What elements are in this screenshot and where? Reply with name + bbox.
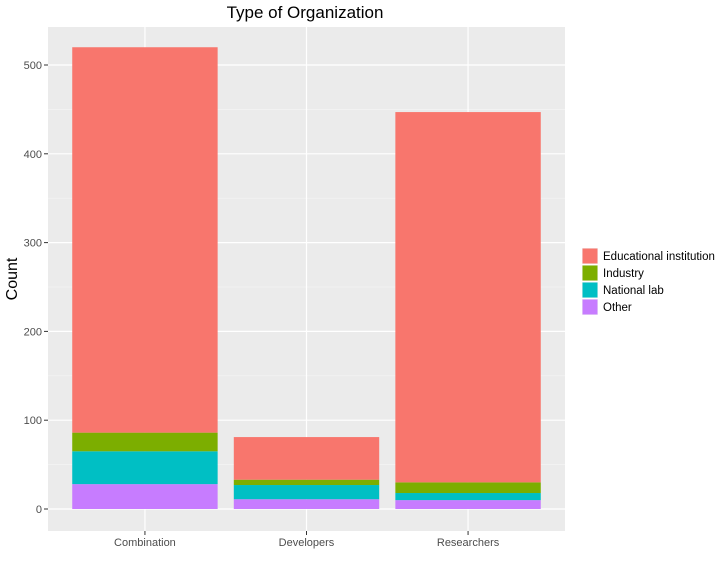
bar-segment (72, 484, 218, 509)
y-tick-label: 400 (24, 149, 42, 161)
bar-segment (395, 500, 541, 509)
y-axis-title: Count (4, 257, 21, 300)
bar-segment (395, 493, 541, 501)
x-axis: Combination Developers Researchers (114, 531, 500, 549)
bar-segment (233, 499, 380, 509)
x-tick-label: Researchers (437, 537, 500, 549)
legend-swatch (582, 299, 598, 315)
bar-segment (395, 482, 541, 494)
legend-swatch (582, 282, 598, 298)
chart-title: Type of Organization (227, 3, 384, 22)
legend-label: Industry (603, 268, 644, 280)
y-tick-label: 500 (24, 60, 42, 72)
bar-segment (72, 47, 218, 433)
bar-segment (72, 451, 218, 485)
legend-swatch (582, 265, 598, 281)
y-tick-label: 300 (24, 238, 42, 250)
bars (72, 47, 541, 509)
bar-segment (233, 437, 380, 480)
y-tick-label: 0 (36, 504, 42, 516)
legend-label: Educational institution (603, 251, 715, 263)
bar-segment (233, 479, 380, 486)
legend-label: National lab (603, 285, 664, 297)
y-tick-label: 100 (24, 415, 42, 427)
x-tick-label: Combination (114, 537, 176, 549)
legend-swatch (582, 248, 598, 264)
x-tick-label: Developers (279, 537, 335, 549)
legend: Educational institution Industry National … (582, 248, 715, 315)
bar-segment (395, 112, 541, 483)
bar-segment (72, 432, 218, 452)
y-axis: 0 100 200 300 400 500 (24, 60, 48, 516)
y-tick-label: 200 (24, 326, 42, 338)
legend-label: Other (603, 302, 632, 314)
bar-segment (233, 485, 380, 500)
